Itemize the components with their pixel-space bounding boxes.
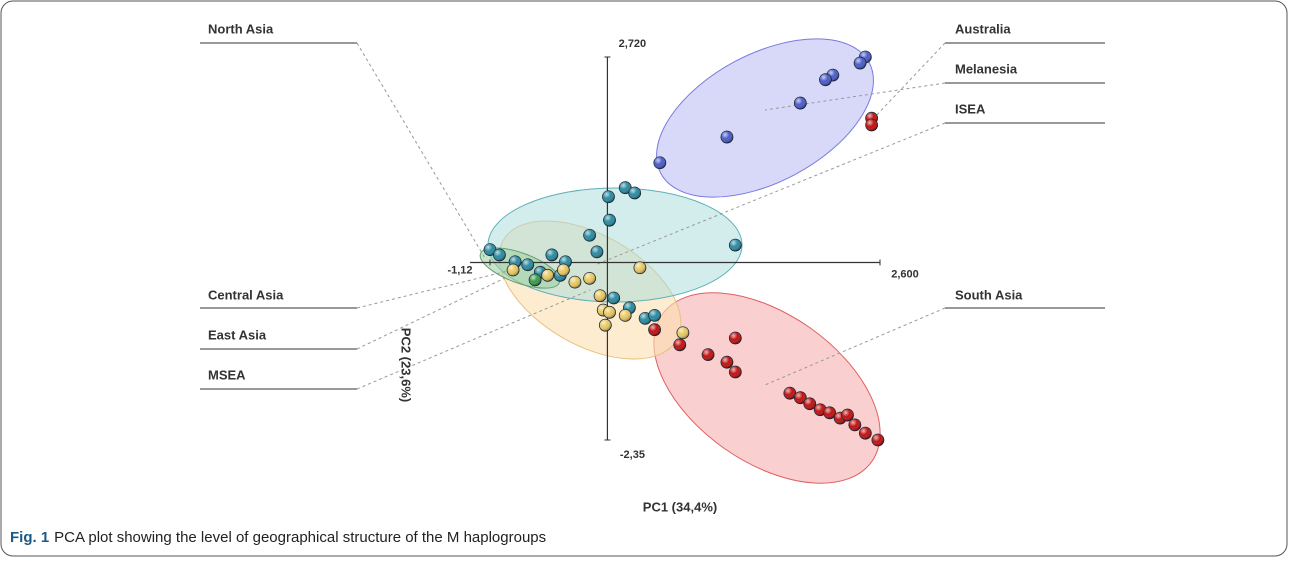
leader — [594, 122, 946, 266]
y-axis-label: PC2 (23,6%) — [399, 328, 414, 402]
point — [728, 238, 742, 252]
point — [803, 397, 817, 411]
point — [720, 355, 734, 369]
point — [556, 263, 570, 277]
point — [819, 73, 832, 87]
point — [728, 331, 742, 345]
caption-label: Fig. 1 — [10, 529, 49, 546]
point — [728, 365, 742, 379]
point — [841, 408, 854, 422]
point — [602, 190, 615, 204]
point — [628, 186, 642, 200]
point — [607, 291, 621, 305]
point — [528, 273, 542, 287]
point — [858, 426, 872, 440]
caption: Fig. 1 PCA plot showing the level of geog… — [10, 529, 546, 546]
point — [603, 213, 616, 227]
point — [701, 348, 715, 362]
point — [506, 263, 520, 277]
point — [648, 308, 661, 322]
annotation: ISEA — [955, 101, 986, 116]
point — [720, 130, 734, 144]
point — [871, 433, 885, 447]
caption-text: PCA plot showing the level of geographic… — [54, 529, 546, 546]
point — [653, 156, 667, 170]
point — [676, 326, 690, 340]
leader — [356, 289, 591, 390]
point — [593, 289, 607, 303]
annotation: North Asia — [208, 21, 274, 36]
point — [618, 308, 632, 322]
point — [598, 318, 612, 332]
point — [633, 261, 647, 275]
point — [793, 96, 807, 110]
callout-labels: North Asia Australia Melanesia ISEA Cent… — [208, 21, 1023, 382]
point — [648, 323, 661, 337]
point — [521, 258, 535, 272]
point — [583, 271, 596, 285]
leader — [356, 277, 506, 350]
annotation: MSEA — [208, 367, 246, 382]
annotation: Australia — [955, 21, 1011, 36]
point — [673, 338, 687, 352]
leader — [356, 42, 486, 259]
annotation: East Asia — [208, 327, 267, 342]
point — [493, 248, 506, 262]
point — [583, 228, 596, 242]
x-axis-label: PC1 (34,4%) — [643, 499, 717, 514]
point — [603, 305, 616, 319]
leader — [871, 42, 946, 121]
annotation: Central Asia — [208, 287, 284, 302]
y-tick-label: -2,35 — [620, 449, 645, 461]
x-tick-label: -1,12 — [447, 264, 472, 276]
point — [865, 118, 879, 132]
x-tick-label: 2,600 — [891, 268, 919, 280]
leader — [356, 267, 521, 309]
y-tick-label: 2,720 — [619, 38, 647, 50]
leader — [764, 307, 946, 386]
point — [568, 275, 582, 289]
point — [541, 268, 555, 282]
annotation: South Asia — [955, 287, 1023, 302]
ellipses — [479, 38, 881, 484]
point — [545, 248, 559, 262]
point — [848, 418, 862, 432]
point — [853, 56, 867, 70]
point — [590, 245, 604, 259]
annotation: Melanesia — [955, 61, 1018, 76]
